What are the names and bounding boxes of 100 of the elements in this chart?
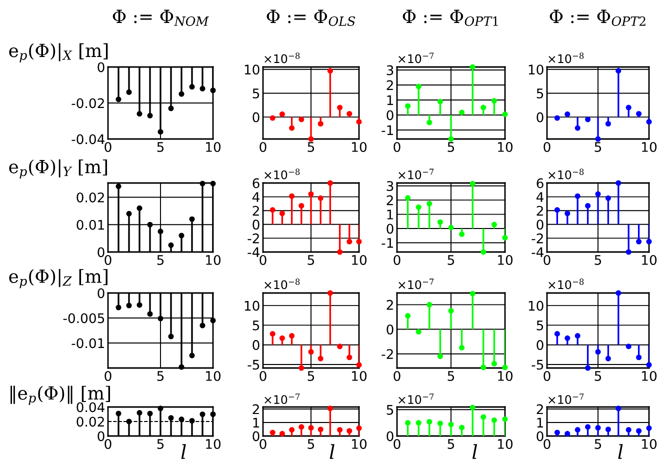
- y-tick-label: 0.02: [76, 416, 104, 427]
- chart-title: Φ := Φ$_{NOM}$: [112, 10, 209, 26]
- y-tick-label: 2: [386, 300, 393, 310]
- x-tick-label: 10: [352, 371, 367, 381]
- y-tick-label: 1: [253, 418, 260, 428]
- y-tick-label: 3: [386, 65, 394, 76]
- y-tick-label: 5: [536, 88, 544, 98]
- x-tick-label: 10: [642, 439, 657, 449]
- text: ×10$^{−8}$: [548, 278, 584, 290]
- x-tick-label: 5: [308, 439, 314, 449]
- y-tick-label: 3: [386, 181, 394, 192]
- x-tick-label: 5: [594, 439, 602, 449]
- x-tick-label: 0: [104, 255, 112, 265]
- y-tick-label: 0: [252, 340, 260, 350]
- x-tick-label: 0: [544, 439, 550, 449]
- chart-title: Φ := Φ$_{OLS}$: [266, 10, 356, 26]
- y-tick-label: 6: [536, 178, 544, 188]
- x-axis-title: l: [181, 444, 186, 459]
- x-tick-label: 10: [352, 255, 367, 265]
- text: ×10$^{−8}$: [548, 168, 584, 180]
- x-axis-title: l: [472, 444, 478, 459]
- x-tick-label: 10: [206, 371, 221, 381]
- y-tick-label: 2: [386, 195, 393, 206]
- x-tick-label: 5: [448, 371, 454, 381]
- y-tick-label: 2: [252, 404, 259, 414]
- y-tick-label: 1: [387, 210, 394, 220]
- x-tick-label: 10: [642, 255, 657, 265]
- y-tick-label: 0: [536, 340, 544, 350]
- y-tick-label: 4: [252, 192, 260, 202]
- y-tick-label: 0: [252, 431, 260, 442]
- y-tick-label: 5: [386, 405, 394, 415]
- x-tick-label: 5: [448, 255, 454, 265]
- y-tick-label: 6: [252, 178, 260, 188]
- y-tick-label: 5: [252, 88, 260, 98]
- x-tick-label: 10: [206, 255, 221, 265]
- x-tick-label: 5: [594, 371, 602, 381]
- y-tick-label: 2: [536, 404, 543, 414]
- y-tick-label: 2: [536, 206, 543, 216]
- text: ×10$^{−7}$: [264, 394, 300, 404]
- y-tick-label: 0: [98, 62, 104, 72]
- y-tick-label: -2: [382, 349, 393, 359]
- x-tick-label: 0: [260, 439, 266, 449]
- x-tick-label: 0: [104, 371, 112, 381]
- y-tick-label: 5: [536, 320, 544, 330]
- x-tick-label: 5: [157, 371, 164, 381]
- x-tick-label: 5: [448, 142, 454, 152]
- text: ×10$^{−7}$: [398, 278, 434, 290]
- y-tick-label: 0: [98, 431, 104, 442]
- x-axis-title: l: [330, 444, 334, 459]
- y-tick-label: -0.01: [72, 338, 104, 348]
- x-tick-label: 10: [498, 371, 513, 381]
- x-tick-label: 5: [157, 255, 164, 265]
- x-tick-label: 0: [544, 255, 550, 265]
- x-tick-label: 5: [157, 439, 164, 449]
- x-tick-label: 0: [394, 255, 400, 265]
- y-tick-label: 0: [536, 220, 544, 230]
- y-tick-label: 10: [244, 300, 260, 311]
- y-tick-label: 0: [98, 247, 104, 258]
- y-tick-label: -2: [248, 233, 259, 244]
- x-axis-title: l: [618, 444, 623, 459]
- x-tick-label: 10: [642, 142, 657, 152]
- x-tick-label: 10: [498, 439, 513, 449]
- y-tick-label: -4: [248, 247, 260, 258]
- x-tick-label: 10: [498, 255, 513, 265]
- y-tick-label: 0: [386, 110, 394, 120]
- y-tick-label: -0.02: [72, 98, 104, 108]
- x-tick-label: 0: [394, 439, 400, 449]
- x-tick-label: 0: [260, 371, 266, 381]
- x-tick-label: 5: [157, 142, 164, 152]
- x-tick-label: 10: [642, 371, 657, 381]
- y-tick-label: 10: [244, 64, 260, 75]
- text: ×10$^{−7}$: [398, 168, 434, 180]
- y-axis-title: e$_{p}$(Φ)|$_{Y}$ [m]: [9, 159, 108, 179]
- text: ×10$^{−7}$: [548, 394, 584, 404]
- y-tick-label: -0.005: [63, 313, 104, 324]
- y-tick-label: -1: [382, 238, 394, 248]
- y-tick-label: -4: [532, 247, 544, 258]
- y-tick-label: 4: [536, 192, 544, 202]
- y-tick-label: 0.02: [76, 192, 104, 202]
- y-tick-label: 0: [98, 288, 104, 298]
- x-tick-label: 0: [544, 371, 550, 381]
- x-tick-label: 10: [206, 439, 221, 449]
- x-tick-label: 5: [308, 142, 314, 152]
- x-tick-label: 5: [308, 371, 314, 381]
- y-tick-label: 0: [252, 220, 260, 230]
- y-tick-label: 0: [386, 224, 394, 234]
- y-tick-label: 1: [387, 95, 394, 106]
- x-tick-label: 10: [498, 142, 513, 152]
- y-tick-label: 10: [528, 64, 544, 75]
- x-tick-label: 0: [104, 142, 112, 152]
- y-tick-label: -5: [532, 360, 544, 370]
- x-tick-label: 0: [394, 142, 400, 152]
- text: ×10$^{−7}$: [398, 394, 434, 404]
- x-tick-label: 0: [104, 439, 112, 449]
- y-tick-label: -5: [248, 360, 260, 370]
- text: ×10$^{−8}$: [548, 52, 584, 64]
- chart-title: Φ := Φ$_{OPT2}$: [550, 10, 646, 26]
- y-tick-label: 10: [528, 300, 544, 311]
- x-tick-label: 0: [260, 142, 266, 152]
- text: ×10$^{−7}$: [398, 52, 434, 64]
